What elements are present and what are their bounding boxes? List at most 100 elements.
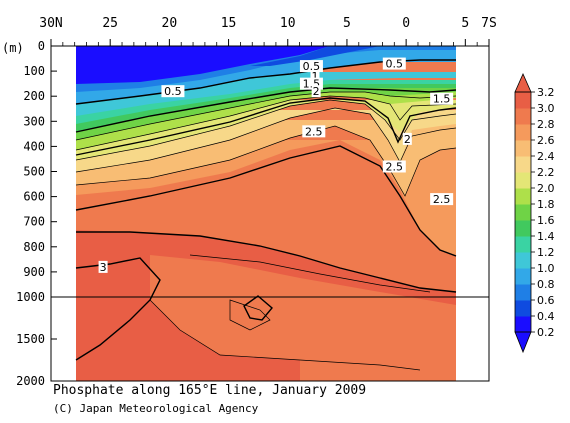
contour-label: 0.5 [303, 60, 321, 73]
colorbar-min-arrow [514, 331, 532, 354]
phosphate-concentration-field [75, 46, 457, 381]
contour-3-0-left [75, 257, 161, 361]
colorbar: 3.2 3.0 2.8 2.6 2.4 2.2 2.0 1.8 1.6 1.4 1.2 1.0 0.8 0… [514, 73, 555, 354]
colorbar-swatch [515, 300, 531, 317]
colorbar-swatch [515, 140, 531, 157]
colorbar-swatch [515, 156, 531, 173]
x-tick-label: 7S [481, 16, 497, 31]
x-tick-label: 10 [280, 16, 296, 31]
contour-label: 0.5 [386, 58, 404, 71]
colorbar-swatch [515, 316, 531, 333]
contour-label-bg [299, 60, 323, 73]
contour-labels: 0.511.520.50.51.52.522.52.53 [98, 57, 454, 274]
colorbar-label: 1.6 [537, 214, 555, 227]
colorbar-label: 2.4 [537, 150, 555, 163]
contour-line [75, 107, 457, 173]
colorbar-max-arrow [514, 73, 532, 93]
contour-1-5 [75, 87, 457, 133]
colorbar-swatch [515, 188, 531, 205]
colorbar-label: 1.4 [537, 230, 555, 243]
x-tick-label: 5 [343, 16, 351, 31]
plot-frame [50, 45, 490, 382]
colorbar-label: 2.2 [537, 166, 555, 179]
colorbar-swatch [515, 236, 531, 253]
y-tick-label: 800 [23, 240, 45, 254]
colorbar-swatch [515, 268, 531, 285]
colorbar-swatch [515, 284, 531, 301]
y-tick-label: 500 [23, 165, 45, 179]
colorbar-swatch [515, 92, 531, 109]
colorbar-swatch [515, 108, 531, 125]
y-tick-label: 900 [23, 265, 45, 279]
contour-line [75, 95, 457, 151]
contour-line [229, 299, 271, 331]
contour-lines [75, 91, 457, 371]
contour-label: 3 [100, 261, 107, 274]
zone-2-8 [150, 255, 456, 381]
zone-surface-mid [250, 46, 380, 66]
colorbar-label: 1.2 [537, 246, 555, 259]
chart-title: Phosphate along 165°E line, January 2009 [53, 383, 367, 398]
colorbar-label: 0.2 [537, 326, 555, 339]
contour-2-5 [75, 145, 457, 257]
x-tick-label: 25 [102, 16, 118, 31]
colorbar-label: 3.2 [537, 86, 555, 99]
colorbar-swatch [515, 172, 531, 189]
colorbar-swatch [515, 204, 531, 221]
contour-line [149, 299, 421, 371]
y-tick-label: 100 [23, 64, 45, 78]
chart-credit: (C) Japan Meteorological Agency [53, 402, 259, 415]
contour-label-bg [302, 125, 326, 138]
contour-label-bg [402, 132, 412, 145]
contour-label-bg [382, 160, 406, 173]
contour-label: 2.5 [386, 160, 404, 173]
contour-label: 0.5 [164, 85, 182, 98]
colorbar-label: 0.4 [537, 310, 555, 323]
colorbar-swatch [515, 220, 531, 237]
contour-3-0-lens [243, 295, 273, 321]
contour-label-bg [161, 85, 185, 98]
y-tick-label: 400 [23, 139, 45, 153]
contour-line [75, 91, 457, 141]
contour-label: 2 [313, 85, 320, 98]
contour-3-0 [76, 231, 457, 293]
contour-line [189, 254, 431, 293]
y-tick-label: 200 [23, 89, 45, 103]
colorbar-swatch [515, 124, 531, 141]
colorbar-label: 3.0 [537, 102, 555, 115]
zone-surface [76, 46, 330, 84]
contour-label-bg [98, 260, 108, 273]
y-tick-label: 1000 [16, 290, 45, 304]
contour-0-5 [75, 59, 456, 105]
colorbar-label: 1.0 [537, 262, 555, 275]
y-tick-label: 600 [23, 190, 45, 204]
colorbar-frame [514, 91, 532, 333]
colorbar-label: 0.6 [537, 294, 555, 307]
y-tick-label: 1500 [16, 332, 45, 346]
contour-label: 1.5 [433, 93, 451, 106]
major-contours [75, 59, 457, 361]
colorbar-swatch [515, 252, 531, 269]
x-tick-label: 20 [162, 16, 178, 31]
contour-label-bg [311, 85, 321, 98]
y-axis-ticks: 0 100 200 300 400 500 600 700 800 900 1000 1500 2000 [16, 39, 57, 388]
y-tick-label: 300 [23, 114, 45, 128]
y-tick-label: 0 [38, 39, 45, 53]
colorbar-label: 1.8 [537, 198, 555, 211]
contour-line [75, 99, 457, 161]
x-axis-ticks: 30N 25 20 15 10 5 0 5 7S [39, 16, 497, 46]
colorbar-label: 2.6 [537, 134, 555, 147]
x-tick-label: 5 [461, 16, 469, 31]
colorbar-label: 0.8 [537, 278, 555, 291]
contour-label: 2 [404, 133, 411, 146]
y-tick-label: 2000 [16, 374, 45, 388]
contour-line [75, 125, 457, 197]
colorbar-label: 2.8 [537, 118, 555, 131]
y-tick-label: 700 [23, 215, 45, 229]
y-axis-unit: (m) [2, 41, 24, 55]
contour-label: 2.5 [305, 125, 323, 138]
contour-label: 2.5 [433, 193, 451, 206]
contour-label: 1 [311, 70, 318, 83]
x-tick-label: 30N [39, 16, 62, 31]
